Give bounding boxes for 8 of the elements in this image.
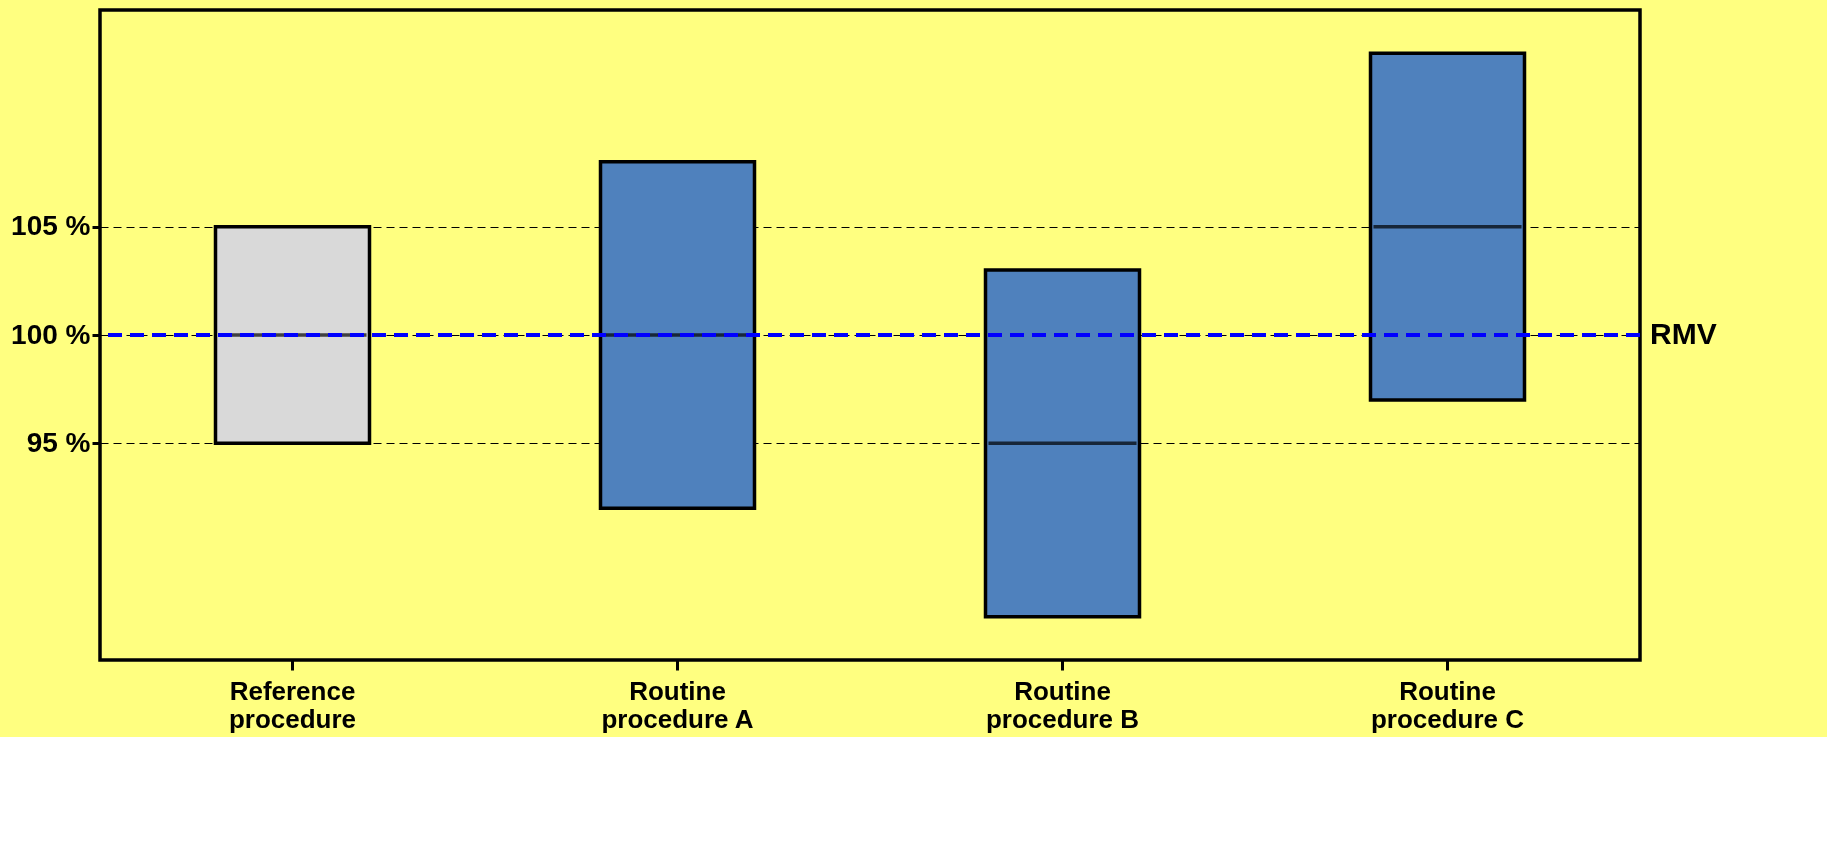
- x-tick-label: Routine procedure A: [601, 675, 754, 734]
- ref-line-label: RMV: [1650, 317, 1717, 350]
- x-tick-label: Reference procedure: [228, 675, 357, 734]
- x-tick-label: Routine procedure C: [1370, 675, 1525, 734]
- x-tick-label: Routine procedure B: [985, 675, 1140, 734]
- y-tick-label: 105 %: [11, 210, 91, 242]
- y-tick-label: 95 %: [26, 426, 91, 458]
- y-tick-label: 100 %: [11, 318, 91, 350]
